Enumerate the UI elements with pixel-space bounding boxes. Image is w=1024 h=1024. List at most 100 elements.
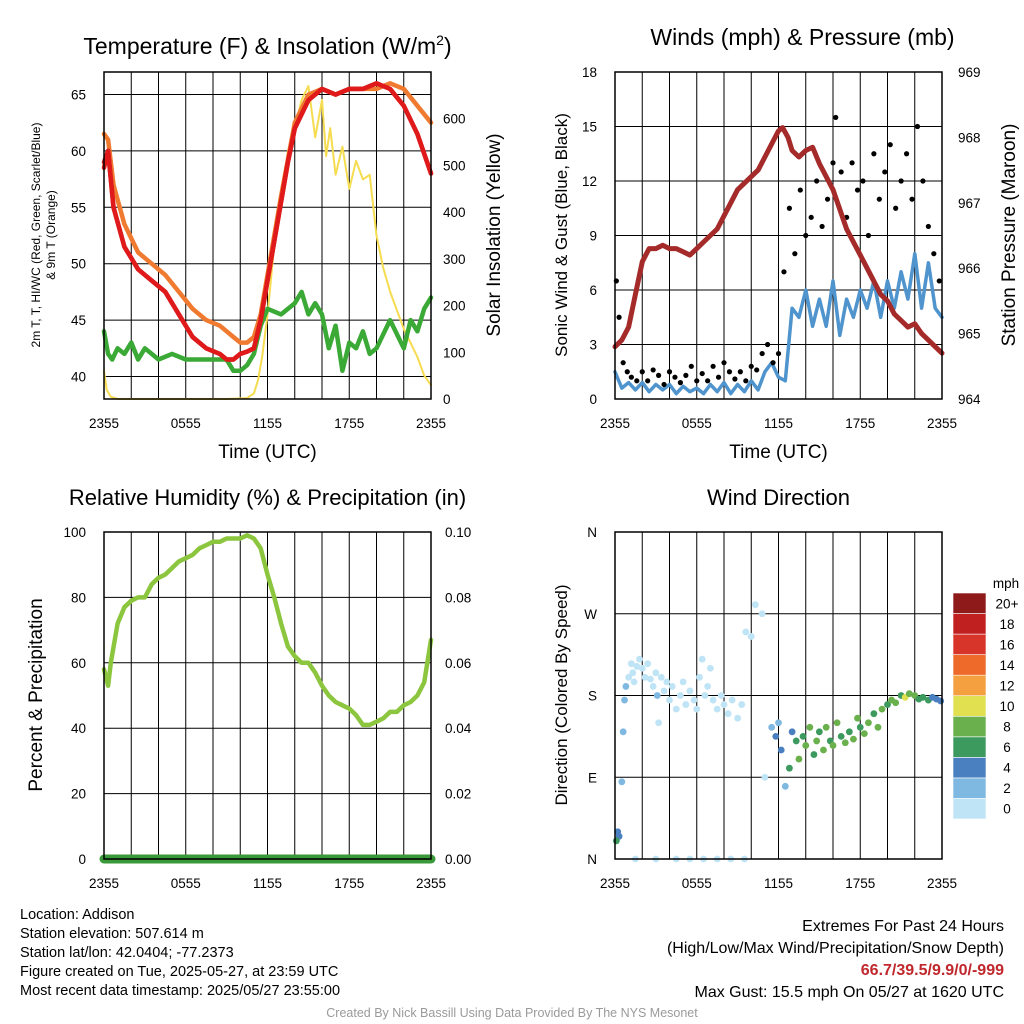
gust-point — [726, 369, 733, 375]
direction-point — [788, 728, 796, 736]
extremes-summary: Extremes For Past 24 Hours (High/Low/Max… — [667, 916, 1004, 1004]
direction-point — [854, 714, 861, 722]
y-tick-label-left: 15 — [582, 120, 597, 135]
gust-point — [920, 178, 926, 184]
direction-point — [937, 697, 945, 705]
gust-point — [645, 378, 651, 384]
direction-point — [792, 737, 800, 745]
direction-point — [892, 699, 900, 707]
gust-point — [914, 123, 921, 130]
direction-point — [663, 678, 671, 686]
x-tick-label: 2355 — [416, 876, 446, 891]
station-info: Location: Addison Station elevation: 507… — [20, 906, 340, 1001]
y-tick-label-left: 60 — [71, 144, 86, 159]
direction-point — [636, 655, 643, 663]
direction-point — [772, 732, 780, 740]
gust-point — [893, 205, 899, 211]
x-tick-label: 0555 — [171, 416, 201, 431]
y-tick-label-right: 0.06 — [445, 656, 471, 671]
gust-point — [650, 367, 656, 373]
direction-point — [820, 746, 827, 754]
gust-point — [838, 169, 844, 175]
direction-point — [751, 601, 759, 609]
speed-colorbar: mph 0 2 4 6 8 10 12 14 16 18 20+ — [952, 576, 1019, 820]
colorbar-swatch — [952, 798, 987, 820]
gust-point — [854, 187, 861, 193]
gust-point — [683, 372, 689, 378]
colorbar-label: 4 — [1003, 761, 1011, 776]
x-tick-label: 1755 — [334, 416, 364, 431]
y-tick-label-left: 9 — [589, 229, 597, 244]
station-location: Location: Addison — [20, 907, 135, 923]
direction-point — [786, 764, 793, 772]
direction-point — [672, 705, 680, 713]
direction-point — [638, 664, 646, 672]
gust-point — [797, 187, 803, 193]
y-tick-label-right: 0.08 — [445, 590, 471, 605]
chart-title: Relative Humidity (%) & Precipitation (i… — [69, 485, 466, 510]
direction-point — [633, 663, 641, 670]
x-tick-label: 2355 — [927, 876, 957, 891]
colorbar-swatch — [952, 715, 987, 738]
gust-point — [688, 363, 694, 369]
gust-point — [672, 374, 678, 380]
direction-point — [709, 696, 717, 704]
y-tick-label-right: 0 — [443, 392, 451, 407]
gust-point — [666, 369, 673, 375]
gust-point — [860, 178, 866, 184]
direction-point — [622, 683, 630, 690]
direction-point — [761, 773, 769, 781]
direction-point — [612, 837, 620, 845]
y-tick-label-left: 50 — [71, 257, 86, 272]
x-tick-label: 0555 — [171, 876, 201, 891]
colorbar-swatch — [952, 592, 987, 614]
gust-point — [803, 232, 809, 239]
gust-point — [808, 214, 814, 220]
station-latlon: Station lat/lon: 42.0404; -77.2373 — [20, 945, 234, 961]
y-tick-label-right: 0.10 — [445, 525, 471, 540]
y-tick-label-right: 965 — [958, 327, 981, 342]
x-tick-label: 2355 — [927, 416, 957, 431]
gust-point — [624, 369, 630, 375]
direction-point — [799, 732, 807, 740]
direction-point — [720, 701, 728, 708]
gust-point — [616, 314, 622, 320]
direction-point — [845, 728, 853, 736]
direction-point — [860, 730, 868, 738]
direction-point — [653, 692, 661, 699]
direction-point — [878, 705, 886, 713]
direction-point — [747, 633, 755, 640]
direction-point — [884, 701, 891, 708]
colorbar-swatch — [952, 613, 987, 635]
colorbar-swatch — [952, 674, 987, 697]
direction-point — [742, 628, 750, 636]
y-tick-label-left: 3 — [589, 338, 597, 353]
y-tick-label-right: 100 — [443, 345, 466, 360]
y-tick-label-left: 60 — [71, 656, 86, 671]
x-tick-label: 0555 — [682, 876, 712, 891]
gust-point — [786, 205, 793, 211]
x-tick-label: 1155 — [253, 876, 282, 891]
gust-point — [792, 251, 798, 257]
direction-point — [758, 610, 766, 618]
recent-data-timestamp: Most recent data timestamp: 2025/05/27 2… — [20, 983, 341, 999]
direction-point — [698, 655, 706, 663]
direction-point — [850, 735, 857, 743]
y-tick-label-direction: W — [584, 607, 597, 622]
direction-point — [717, 692, 725, 699]
direction-point — [919, 693, 927, 701]
direction-point — [870, 710, 878, 718]
gust-point — [628, 374, 634, 380]
x-tick-label: 2355 — [600, 876, 630, 891]
direction-point — [724, 710, 732, 718]
gust-point — [865, 232, 872, 239]
gust-point — [737, 369, 743, 375]
gust-point — [814, 178, 820, 184]
y-tick-label-left: 65 — [71, 88, 86, 103]
colorbar-swatch — [952, 654, 987, 676]
y-tick-label-left: 12 — [582, 174, 597, 189]
colorbar-label: 12 — [999, 678, 1014, 693]
gust-point — [770, 360, 776, 366]
direction-point — [668, 683, 676, 690]
